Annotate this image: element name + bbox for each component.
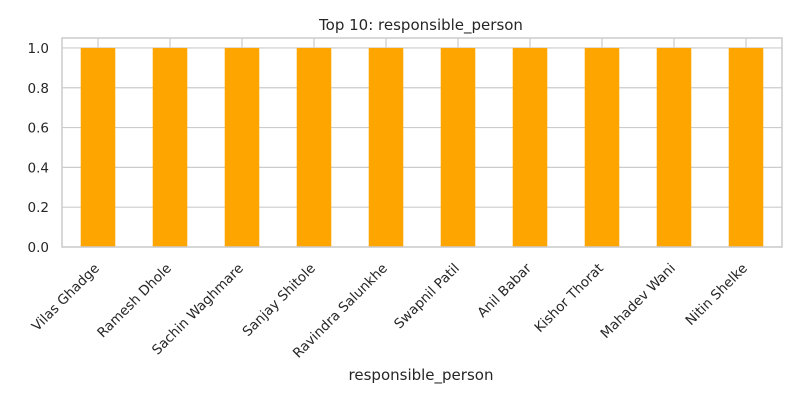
bar	[152, 47, 188, 248]
y-tick-label: 0.0	[28, 240, 49, 256]
plot-frame	[61, 37, 783, 248]
bar	[368, 47, 404, 248]
bar	[584, 47, 620, 248]
y-tick-label: 0.6	[28, 121, 49, 137]
bar	[512, 47, 548, 248]
y-tick-labels: 0.0 0.2 0.4 0.6 0.8 1.0	[28, 41, 49, 256]
bar	[656, 47, 692, 248]
bar	[224, 47, 260, 248]
bar	[728, 47, 764, 248]
bars	[80, 47, 764, 248]
bar	[80, 47, 116, 248]
y-tick-label: 0.8	[28, 81, 49, 97]
y-tick-label: 0.2	[28, 200, 49, 216]
bar	[296, 47, 332, 248]
y-tick-label: 0.4	[28, 160, 49, 176]
chart-title: Top 10: responsible_person	[318, 16, 523, 35]
y-tick-label: 1.0	[28, 41, 49, 57]
x-axis-label: responsible_person	[349, 366, 494, 385]
bar	[440, 47, 476, 248]
